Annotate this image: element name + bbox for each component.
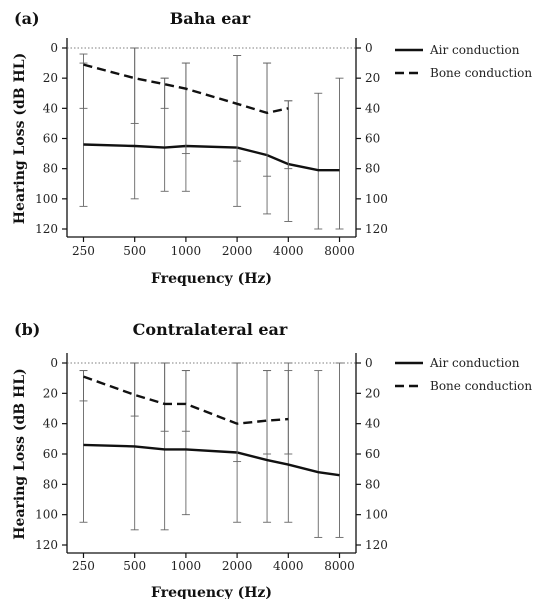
legend-entry: Air conduction xyxy=(429,356,520,370)
x-tick-label: 2000 xyxy=(222,559,253,573)
x-tick-label: 8000 xyxy=(324,244,355,258)
series-line xyxy=(83,375,289,425)
y-tick-label-right: 0 xyxy=(365,41,373,55)
x-tick-label: 250 xyxy=(72,244,95,258)
series-line xyxy=(83,63,289,115)
series-line xyxy=(83,443,340,477)
series-bone-conduction xyxy=(79,47,293,177)
y-tick-label-right: 80 xyxy=(365,162,380,176)
y-tick-label-left: 0 xyxy=(50,41,58,55)
y-tick-label-left: 40 xyxy=(43,417,58,431)
legend-entry: Bone conduction xyxy=(430,379,532,393)
x-tick-label: 250 xyxy=(72,559,95,573)
y-tick-label-right: 0 xyxy=(365,356,373,370)
y-tick-label-right: 60 xyxy=(365,132,380,146)
series-line xyxy=(83,143,340,172)
y-tick-label-left: 80 xyxy=(43,162,58,176)
series-air-conduction xyxy=(79,47,344,230)
y-tick-label-right: 40 xyxy=(365,101,380,115)
x-tick-label: 1000 xyxy=(171,244,202,258)
x-tick-label: 2000 xyxy=(222,244,253,258)
y-tick-label-right: 60 xyxy=(365,447,380,461)
y-tick-label-right: 120 xyxy=(365,222,388,236)
y-tick-label-right: 100 xyxy=(365,192,388,206)
y-tick-label-left: 40 xyxy=(43,101,58,115)
y-axis-label: Hearing Loss (dB HL) xyxy=(12,368,28,539)
y-tick-label-left: 20 xyxy=(43,386,58,400)
y-tick-label-left: 100 xyxy=(35,508,58,522)
chart-baha-ear: (a) Baha ear 0 0 20 20 40 40 60 60 80 80 100 100 120 12… xyxy=(12,9,532,287)
y-tick-label-left: 120 xyxy=(35,538,58,552)
x-tick-label: 500 xyxy=(123,244,146,258)
x-tick-label: 4000 xyxy=(273,244,304,258)
y-tick-label-left: 0 xyxy=(50,356,58,370)
y-tick-label-left: 80 xyxy=(43,477,58,491)
panel-label: (b) xyxy=(14,320,40,339)
legend-entry: Bone conduction xyxy=(430,66,532,80)
panel-label: (a) xyxy=(14,9,40,28)
x-axis-label: Frequency (Hz) xyxy=(151,271,272,287)
y-tick-label-right: 100 xyxy=(365,508,388,522)
chart-title: Baha ear xyxy=(170,9,251,28)
y-tick-label-left: 20 xyxy=(43,71,58,85)
x-tick-label: 1000 xyxy=(171,559,202,573)
x-tick-label: 500 xyxy=(123,559,146,573)
legend-entry: Air conduction xyxy=(429,43,520,57)
y-tick-label-right: 20 xyxy=(365,386,380,400)
y-tick-label-right: 40 xyxy=(365,417,380,431)
chart-title: Contralateral ear xyxy=(133,320,288,339)
y-tick-label-left: 120 xyxy=(35,222,58,236)
y-tick-label-right: 80 xyxy=(365,477,380,491)
y-tick-label-left: 100 xyxy=(35,192,58,206)
y-tick-label-left: 60 xyxy=(43,132,58,146)
x-axis-label: Frequency (Hz) xyxy=(151,585,272,599)
chart-contralateral-ear: (b) Contralateral ear 0 0 20 20 40 40 60 60 80 80 10… xyxy=(12,320,532,599)
y-axis-label: Hearing Loss (dB HL) xyxy=(12,53,28,224)
x-tick-label: 8000 xyxy=(324,559,355,573)
x-tick-label: 4000 xyxy=(273,559,304,573)
y-tick-label-right: 20 xyxy=(365,71,380,85)
series-air-conduction xyxy=(79,362,344,538)
y-tick-label-right: 120 xyxy=(365,538,388,552)
series-bone-conduction xyxy=(79,362,293,463)
y-tick-label-left: 60 xyxy=(43,447,58,461)
